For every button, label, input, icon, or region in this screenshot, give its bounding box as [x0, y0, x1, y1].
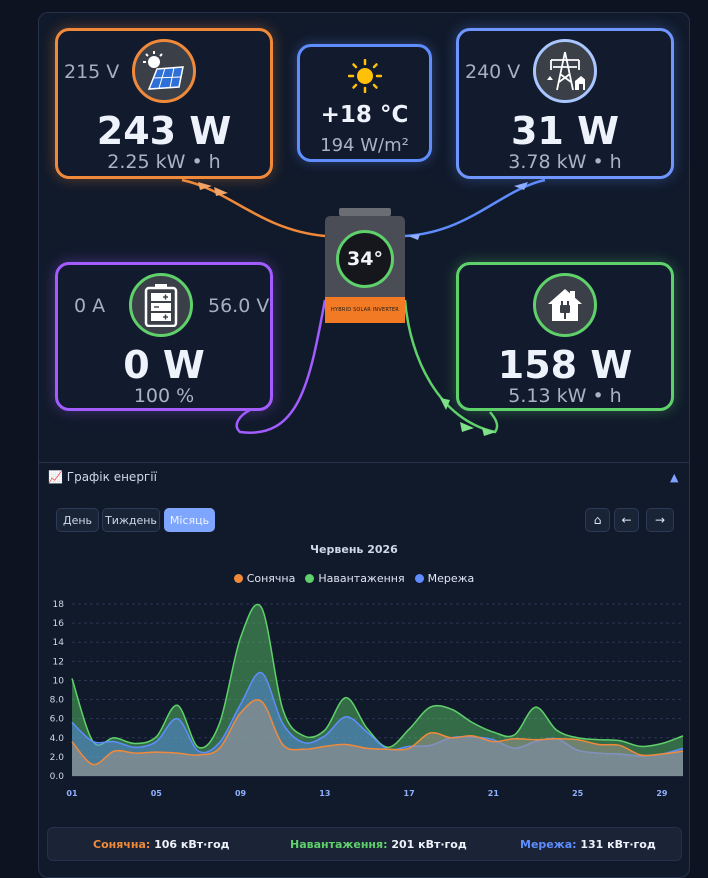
- legend-item-grid[interactable]: Мережа: [414, 572, 475, 585]
- weather-irradiance: 194 W/m²: [320, 135, 409, 156]
- period-day-button[interactable]: День: [56, 508, 99, 532]
- y-tick-label: 18: [53, 600, 65, 610]
- y-tick-label: 4.0: [50, 734, 65, 744]
- grid-card[interactable]: 240 V 31 W 3.78 kW • h: [456, 28, 674, 179]
- inverter-label: HYBRID SOLAR INVERTER: [325, 297, 405, 323]
- y-tick-label: 14: [53, 638, 65, 648]
- summary-grid: Мережа: 131 кВт·год: [520, 838, 656, 851]
- inverter-top: [339, 208, 391, 216]
- chart-title: Червень 2026: [310, 543, 398, 556]
- weather-card[interactable]: +18 °C 194 W/m²: [297, 44, 432, 162]
- load-energy: 5.13 kW • h: [508, 385, 622, 407]
- solar-series-line: [71, 699, 684, 766]
- inverter-temperature: 34°: [336, 230, 394, 288]
- summary-grid-value: 131 кВт·год: [580, 838, 656, 851]
- chart-legend: Сонячна Навантаження Мережа: [0, 572, 708, 585]
- y-tick-label: 6.0: [50, 715, 65, 725]
- legend-dot-load: [305, 574, 315, 583]
- x-tick-label: 13: [319, 789, 330, 798]
- load-flow-arrow: [460, 422, 474, 432]
- y-tick-label: 10: [53, 676, 65, 686]
- load-flow-line: [403, 299, 499, 434]
- summary-load-value: 201 кВт·год: [391, 838, 467, 851]
- x-tick-label: 17: [404, 789, 415, 798]
- y-tick-label: 16: [53, 619, 65, 629]
- solar-flow-arrow: [198, 182, 212, 190]
- load-series-area: [72, 604, 683, 776]
- weather-temperature: +18 °C: [320, 102, 409, 128]
- power-tower-icon: [533, 39, 597, 103]
- grid-power: 31 W: [510, 109, 620, 153]
- y-tick-label: 8.0: [50, 696, 65, 706]
- legend-dot-solar: [233, 574, 243, 583]
- house-plug-icon: [533, 273, 597, 337]
- x-tick-label: 21: [488, 789, 500, 798]
- solar-voltage: 215 V: [64, 61, 120, 83]
- solar-series-area: [72, 699, 683, 776]
- sun-icon: [348, 59, 382, 93]
- solar-flow-arrow: [214, 187, 228, 196]
- load-card[interactable]: 158 W 5.13 kW • h: [456, 262, 674, 411]
- period-month-button[interactable]: Місяць: [164, 508, 215, 532]
- energy-flow-lines: [181, 178, 546, 436]
- legend-label-solar: Сонячна: [246, 572, 296, 585]
- collapse-toggle-icon[interactable]: ▲: [670, 471, 679, 484]
- grid-flow-arrow: [514, 182, 528, 190]
- battery-icon: [129, 273, 193, 337]
- x-tick-label: 01: [66, 789, 78, 798]
- solar-power: 243 W: [96, 109, 232, 153]
- home-icon[interactable]: ⌂: [585, 508, 610, 532]
- summary-solar-value: 106 кВт·год: [154, 838, 230, 851]
- y-tick-label: 12: [53, 657, 64, 667]
- battery-flow-line: [235, 299, 327, 434]
- section-divider: [39, 462, 689, 463]
- battery-current: 0 A: [74, 295, 106, 317]
- load-series-line: [71, 603, 684, 749]
- summary-load-label: Навантаження:: [290, 838, 388, 851]
- legend-item-load[interactable]: Навантаження: [305, 572, 405, 585]
- y-tick-label: 0.0: [50, 772, 65, 782]
- legend-label-grid: Мережа: [427, 572, 475, 585]
- inverter[interactable]: 34° HYBRID SOLAR INVERTER: [325, 208, 405, 323]
- period-week-button[interactable]: Тиждень: [102, 508, 160, 532]
- solar-energy: 2.25 kW • h: [107, 151, 221, 173]
- grid-flow-arrow: [408, 234, 420, 240]
- load-power: 158 W: [497, 343, 633, 387]
- summary-load: Навантаження: 201 кВт·год: [290, 838, 467, 851]
- legend-label-load: Навантаження: [318, 572, 405, 585]
- summary-grid-label: Мережа:: [520, 838, 577, 851]
- legend-item-solar[interactable]: Сонячна: [233, 572, 296, 585]
- prev-arrow-icon[interactable]: ←: [614, 508, 639, 532]
- load-flow-arrow: [440, 398, 450, 410]
- battery-voltage: 56.0 V: [208, 295, 270, 317]
- battery-card[interactable]: 0 A 56.0 V 0 W 100 %: [55, 262, 273, 411]
- x-tick-label: 09: [235, 789, 247, 798]
- energy-chart[interactable]: 0.0 2.0 4.0 6.0 8.0 10 12 14 16 18 01 05 09 13 17 21 25 2…: [0, 590, 708, 805]
- solar-panel-icon: [132, 39, 196, 103]
- load-flow-arrow: [482, 428, 496, 436]
- energy-summary: Сонячна: 106 кВт·год Навантаження: 201 к…: [47, 827, 682, 861]
- grid-flow-line: [404, 178, 546, 238]
- y-tick-label: 2.0: [50, 753, 65, 763]
- battery-power: 0 W: [123, 343, 205, 387]
- battery-soc: 100 %: [133, 385, 195, 407]
- x-tick-label: 25: [572, 789, 584, 798]
- x-tick-label: 29: [656, 789, 668, 798]
- next-arrow-icon[interactable]: →: [646, 508, 674, 532]
- summary-solar-label: Сонячна:: [93, 838, 151, 851]
- legend-dot-grid: [414, 574, 424, 583]
- solar-card[interactable]: 215 V 243 W 2.25 kW • h: [55, 28, 273, 179]
- grid-energy: 3.78 kW • h: [508, 151, 622, 173]
- solar-flow-line: [181, 178, 326, 238]
- energy-chart-title[interactable]: 📈 Графік енергії: [48, 470, 157, 484]
- x-tick-label: 05: [151, 789, 163, 798]
- summary-solar: Сонячна: 106 кВт·год: [93, 838, 230, 851]
- grid-voltage: 240 V: [465, 61, 521, 83]
